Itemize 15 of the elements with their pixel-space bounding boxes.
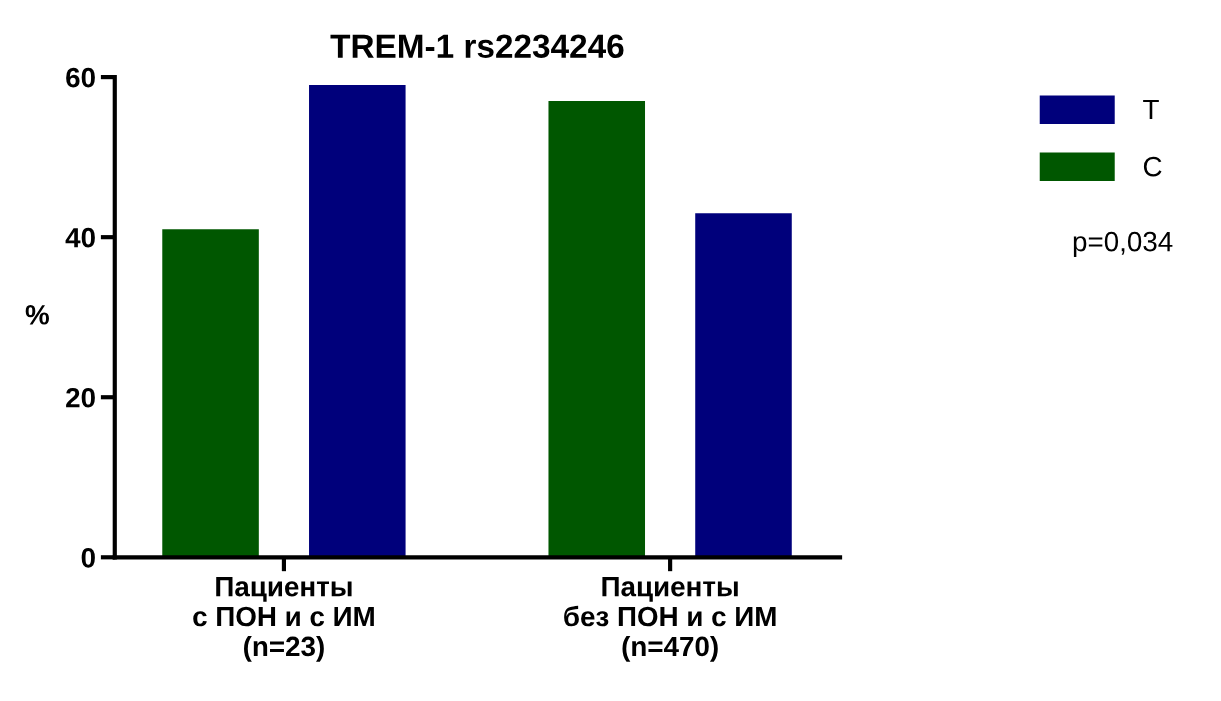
y-tick-label: 40: [65, 227, 95, 248]
text: p=0,034: [1073, 231, 1173, 257]
x-tick-label: Пациенты без ПОН и с ИМ (n=470): [564, 577, 776, 662]
bar: [695, 213, 792, 558]
y-tick-label: 0: [81, 547, 95, 568]
y-tick-label: 60: [66, 67, 95, 88]
legend-label: T: [1143, 99, 1159, 120]
bar: [548, 101, 646, 558]
chart-title: TREM-1 rs2234246: [330, 34, 624, 59]
bar: [309, 85, 406, 558]
y-tick-label: 20: [66, 387, 95, 408]
bar: [162, 229, 259, 558]
legend-label: C: [1143, 156, 1162, 177]
x-tick-label: Пациенты с ПОН и с ИМ (n=23): [193, 577, 374, 662]
y-axis-title: %: [25, 305, 49, 325]
